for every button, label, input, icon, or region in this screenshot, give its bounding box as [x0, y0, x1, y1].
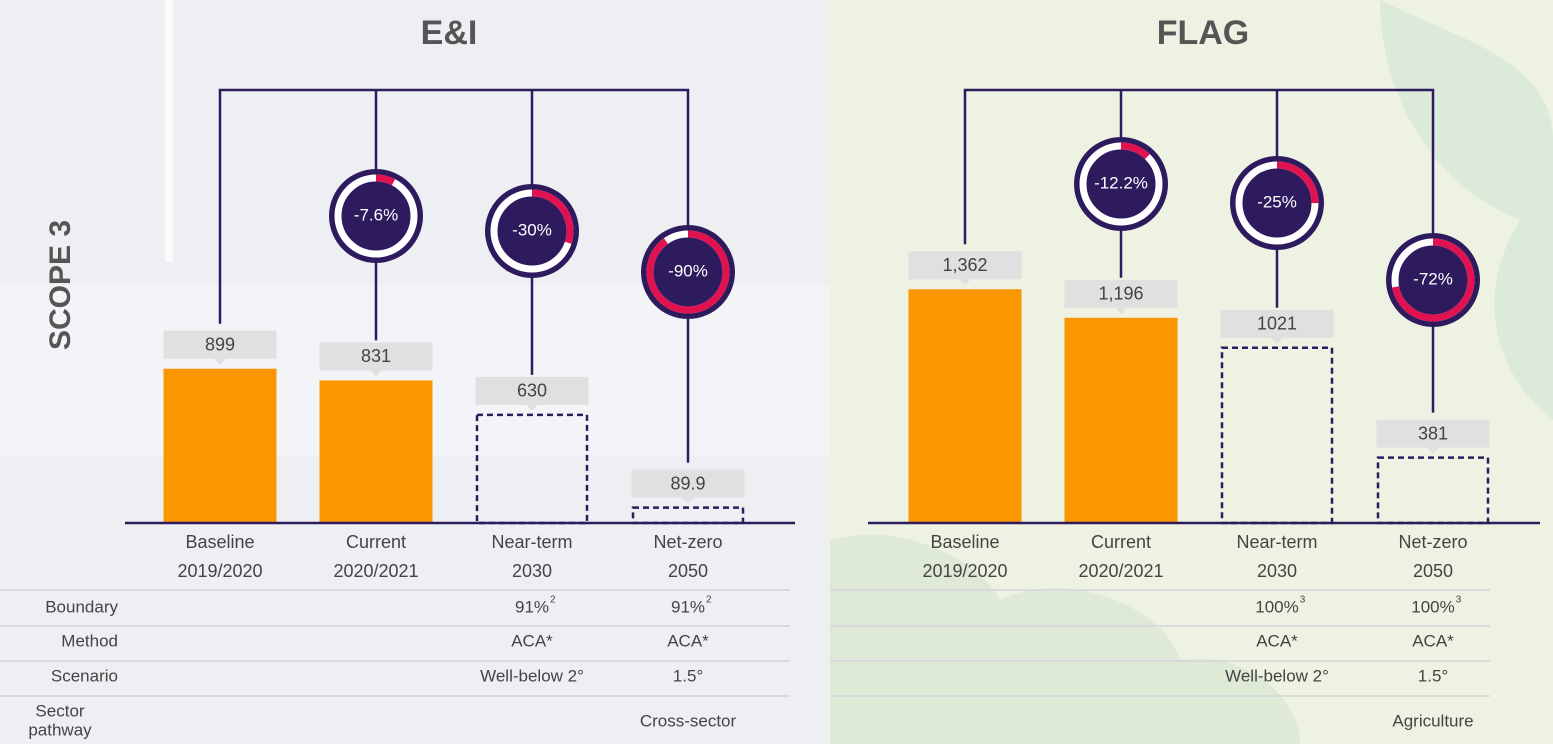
- table-cell: 1.5°: [673, 666, 703, 685]
- x-tick-label: Near-term: [1236, 532, 1317, 552]
- reduction-label: -25%: [1257, 192, 1297, 211]
- table-cell: ACA*: [1412, 631, 1454, 650]
- table-cell: Agriculture: [1392, 711, 1473, 730]
- reduction-label: -72%: [1413, 269, 1453, 288]
- x-tick-label: Near-term: [491, 532, 572, 552]
- decor: [165, 0, 173, 262]
- x-tick-label: 2020/2021: [333, 561, 418, 581]
- infographic: SCOPE 3 E&I 899 Baseline 2019/2020 831 Curren…: [0, 0, 1553, 744]
- table-cell: 91%: [671, 597, 705, 616]
- row-label: Method: [61, 631, 118, 650]
- bar: [164, 369, 277, 523]
- reduction-label: -7.6%: [354, 205, 398, 224]
- bar: [1065, 318, 1178, 523]
- reduction-label: -30%: [512, 220, 552, 239]
- table-cell: ACA*: [1256, 631, 1298, 650]
- x-tick-label: 2030: [512, 561, 552, 581]
- table-cell: ACA*: [667, 631, 709, 650]
- x-tick-label: 2019/2020: [922, 561, 1007, 581]
- table-cell: Cross-sector: [640, 711, 737, 730]
- x-tick-label: Current: [1091, 532, 1151, 552]
- x-tick-label: Current: [346, 532, 406, 552]
- bar: [909, 289, 1022, 523]
- x-tick-label: Baseline: [930, 532, 999, 552]
- side-label: SCOPE 3: [44, 220, 77, 350]
- value-label: 1021: [1257, 314, 1297, 334]
- footnote-mark: 3: [1300, 595, 1306, 606]
- x-tick-label: 2050: [1413, 561, 1453, 581]
- table-cell: 100%: [1411, 597, 1454, 616]
- table-cell: Well-below 2°: [1225, 666, 1329, 685]
- reduction-label: -12.2%: [1094, 173, 1148, 192]
- table-cell: Well-below 2°: [480, 666, 584, 685]
- value-label: 1,362: [942, 255, 987, 275]
- chart-title: FLAG: [1157, 14, 1250, 52]
- value-label: 89.9: [670, 473, 705, 493]
- table-cell: 91%: [515, 597, 549, 616]
- value-label: 831: [361, 346, 391, 366]
- value-label: 1,196: [1098, 284, 1143, 304]
- x-tick-label: Net-zero: [1398, 532, 1467, 552]
- footnote-mark: 2: [706, 595, 712, 606]
- x-tick-label: 2020/2021: [1078, 561, 1163, 581]
- x-tick-label: Net-zero: [653, 532, 722, 552]
- value-label: 381: [1418, 423, 1448, 443]
- x-tick-label: Baseline: [185, 532, 254, 552]
- table-cell: ACA*: [511, 631, 553, 650]
- table-cell: 1.5°: [1418, 666, 1448, 685]
- table-cell: 100%: [1255, 597, 1298, 616]
- footnote-mark: 3: [1456, 595, 1462, 606]
- footnote-mark: 2: [550, 595, 556, 606]
- reduction-label: -90%: [668, 261, 708, 280]
- value-label: 899: [205, 334, 235, 354]
- x-tick-label: 2050: [668, 561, 708, 581]
- x-tick-label: 2019/2020: [177, 561, 262, 581]
- page: {"side_label": "SCOPE 3", "chart_data": …: [0, 0, 1553, 744]
- bar: [320, 380, 433, 523]
- row-label: Sector: [35, 701, 84, 720]
- row-label: Boundary: [45, 597, 118, 616]
- row-label: pathway: [28, 720, 92, 739]
- chart-title: E&I: [421, 14, 478, 52]
- row-label: Scenario: [51, 666, 118, 685]
- x-tick-label: 2030: [1257, 561, 1297, 581]
- value-label: 630: [517, 381, 547, 401]
